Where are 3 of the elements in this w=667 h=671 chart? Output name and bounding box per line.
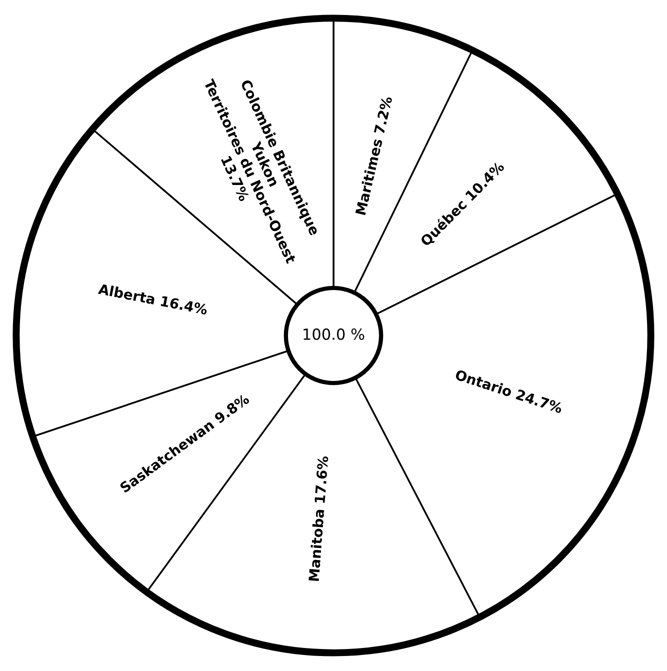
slice-label: Alberta 16.4% — [98, 283, 208, 315]
text: 100.0 % — [304, 328, 364, 340]
slice-label: Manitoba 17.6% — [308, 456, 328, 582]
